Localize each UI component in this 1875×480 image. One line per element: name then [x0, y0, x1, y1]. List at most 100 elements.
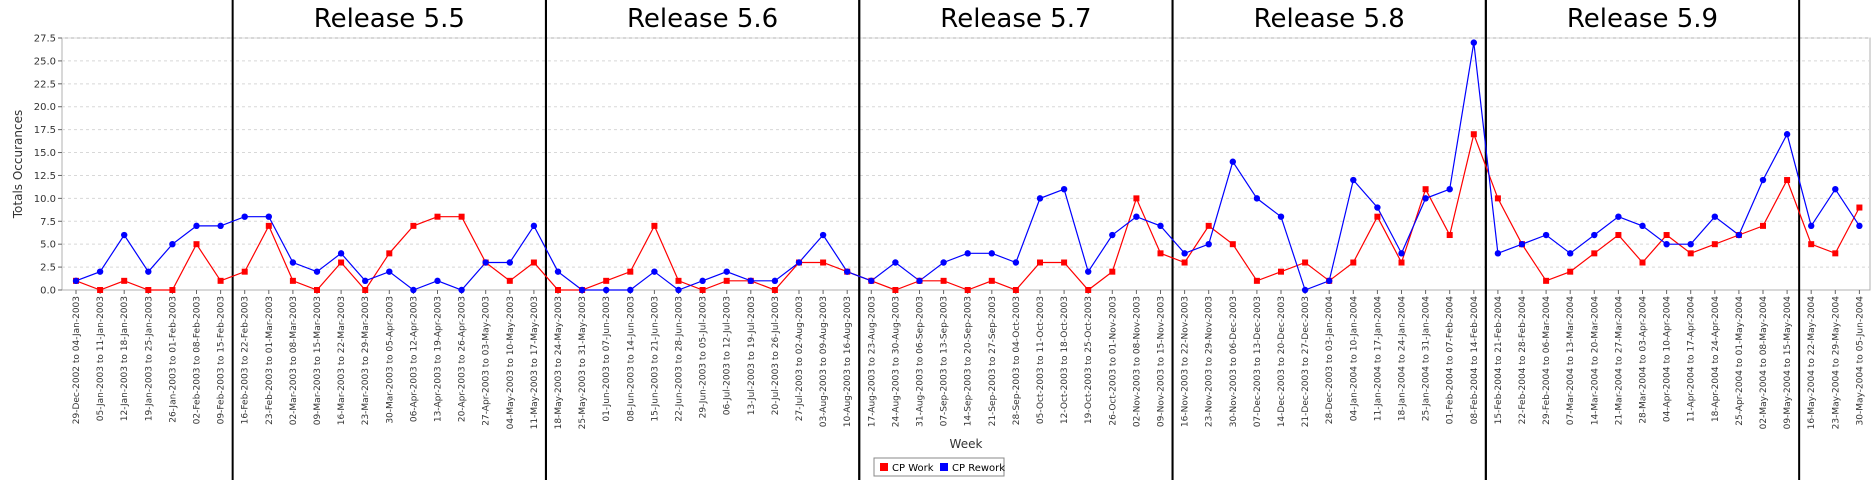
plot-background — [61, 37, 1871, 291]
x-tick-label: 08-Jun-2003 to 14-Jun-2003 — [626, 296, 636, 422]
y-axis-title: Totals Occurances — [11, 110, 25, 219]
x-tick-label: 26-Jan-2003 to 01-Feb-2003 — [168, 296, 178, 423]
x-tick-label: 30-Mar-2003 to 05-Apr-2003 — [385, 296, 395, 424]
x-tick-label: 25-May-2003 to 31-May-2003 — [578, 296, 588, 429]
data-point — [1856, 204, 1863, 211]
x-tick-label: 09-Mar-2003 to 15-Mar-2003 — [313, 296, 323, 425]
x-tick-label: 25-Apr-2004 to 01-May-2004 — [1735, 296, 1745, 426]
x-tick-label: 15-Feb-2004 to 21-Feb-2004 — [1494, 296, 1504, 425]
data-point — [1277, 213, 1285, 220]
data-point — [265, 213, 272, 220]
data-point — [1085, 287, 1092, 293]
data-point — [386, 268, 393, 275]
data-point — [289, 277, 296, 284]
data-point — [169, 240, 176, 248]
y-tick-label: 10.0 — [34, 194, 56, 205]
data-point — [1278, 268, 1284, 275]
data-point — [892, 259, 899, 266]
x-tick-label: 28-Sep-2003 to 04-Oct-2003 — [1012, 296, 1022, 425]
data-point — [554, 268, 562, 275]
x-tick-label: 10-Aug-2003 to 16-Aug-2003 — [843, 296, 853, 427]
x-tick-label: 07-Sep-2003 to 13-Sep-2003 — [940, 296, 950, 426]
data-point — [1494, 250, 1502, 257]
x-tick-label: 30-Nov-2003 to 06-Dec-2003 — [1229, 296, 1239, 427]
data-point — [458, 286, 465, 294]
data-point — [1012, 259, 1020, 266]
x-tick-label: 12-Oct-2003 to 18-Oct-2003 — [1060, 296, 1070, 424]
data-point — [1808, 222, 1815, 230]
data-point — [314, 287, 320, 293]
data-point — [1591, 250, 1598, 257]
data-point — [169, 287, 176, 293]
data-point — [1398, 259, 1405, 266]
x-axis: 29-Dec-2002 to 04-Jan-2003 05-Jan-2003 to… — [72, 290, 1865, 429]
data-point — [145, 268, 152, 275]
data-point — [555, 287, 561, 293]
data-point — [1061, 259, 1068, 266]
data-point — [1663, 240, 1670, 248]
data-point — [747, 277, 754, 285]
data-point — [121, 231, 128, 239]
data-point — [795, 259, 803, 266]
data-point — [723, 277, 730, 284]
data-point — [1567, 250, 1574, 257]
x-tick-label: 18-Jan-2004 to 24-Jan-2004 — [1398, 296, 1408, 421]
data-point — [1543, 277, 1550, 284]
x-tick-label: 02-Nov-2003 to 08-Nov-2003 — [1132, 296, 1142, 427]
x-tick-label: 31-Aug-2003 to 06-Sep-2003 — [916, 296, 926, 427]
data-point — [1687, 250, 1694, 257]
x-tick-label: 16-Feb-2003 to 22-Feb-2003 — [241, 296, 251, 424]
data-point — [1759, 176, 1767, 184]
x-tick-label: 22-Feb-2004 to 28-Feb-2004 — [1518, 296, 1528, 425]
x-tick-label: 09-Feb-2003 to 15-Feb-2003 — [217, 296, 227, 424]
data-point — [1639, 222, 1646, 230]
x-tick-label: 18-Apr-2004 to 24-Apr-2004 — [1711, 296, 1721, 422]
data-point — [1302, 259, 1309, 266]
x-tick-label: 23-Nov-2003 to 29-Nov-2003 — [1205, 296, 1215, 427]
data-point — [313, 268, 321, 275]
data-point — [1012, 287, 1019, 293]
data-point — [1350, 259, 1357, 266]
data-point — [1615, 213, 1622, 220]
data-point — [771, 287, 778, 293]
data-point — [771, 277, 779, 285]
x-tick-label: 11-May-2003 to 17-May-2003 — [530, 296, 540, 429]
data-point — [1446, 232, 1453, 239]
data-point — [1350, 176, 1357, 184]
x-tick-label: 16-Nov-2003 to 22-Nov-2003 — [1181, 296, 1191, 427]
legend-swatch — [940, 463, 948, 471]
x-tick-label: 28-Dec-2003 to 03-Jan-2004 — [1325, 296, 1335, 425]
y-tick-label: 27.5 — [34, 34, 56, 45]
data-point — [1591, 231, 1598, 239]
data-point — [1470, 131, 1477, 138]
data-point — [892, 287, 899, 293]
data-point — [434, 213, 441, 220]
legend-label: CP Rework — [952, 463, 1005, 474]
x-tick-label: 05-Jan-2003 to 11-Jan-2003 — [96, 296, 106, 421]
x-tick-label: 06-Jul-2003 to 12-Jul-2003 — [723, 296, 733, 415]
legend-label: CP Work — [892, 463, 934, 474]
data-point — [410, 222, 417, 229]
data-point — [1181, 259, 1188, 266]
x-tick-label: 23-Feb-2003 to 01-Mar-2003 — [265, 296, 275, 425]
data-point — [940, 259, 947, 266]
x-tick-label: 27-Jul-2003 to 02-Aug-2003 — [795, 296, 805, 421]
data-point — [265, 222, 272, 229]
data-point — [1856, 222, 1863, 230]
data-point — [241, 268, 248, 275]
x-tick-label: 19-Jan-2003 to 25-Jan-2003 — [144, 296, 154, 421]
y-tick-label: 22.5 — [34, 79, 56, 90]
data-point — [627, 286, 634, 294]
data-point — [940, 277, 947, 284]
release-label: Release 5.6 — [627, 4, 778, 34]
data-point — [1518, 240, 1526, 248]
y-tick-label: 15.0 — [34, 148, 56, 159]
data-point — [1711, 241, 1718, 248]
x-tick-label: 01-Feb-2004 to 07-Feb-2004 — [1446, 296, 1456, 425]
x-tick-label: 29-Dec-2002 to 04-Jan-2003 — [72, 296, 82, 424]
data-point — [1808, 241, 1815, 248]
data-point — [530, 259, 537, 266]
x-tick-label: 16-May-2004 to 22-May-2004 — [1807, 296, 1817, 430]
data-point — [988, 250, 995, 257]
